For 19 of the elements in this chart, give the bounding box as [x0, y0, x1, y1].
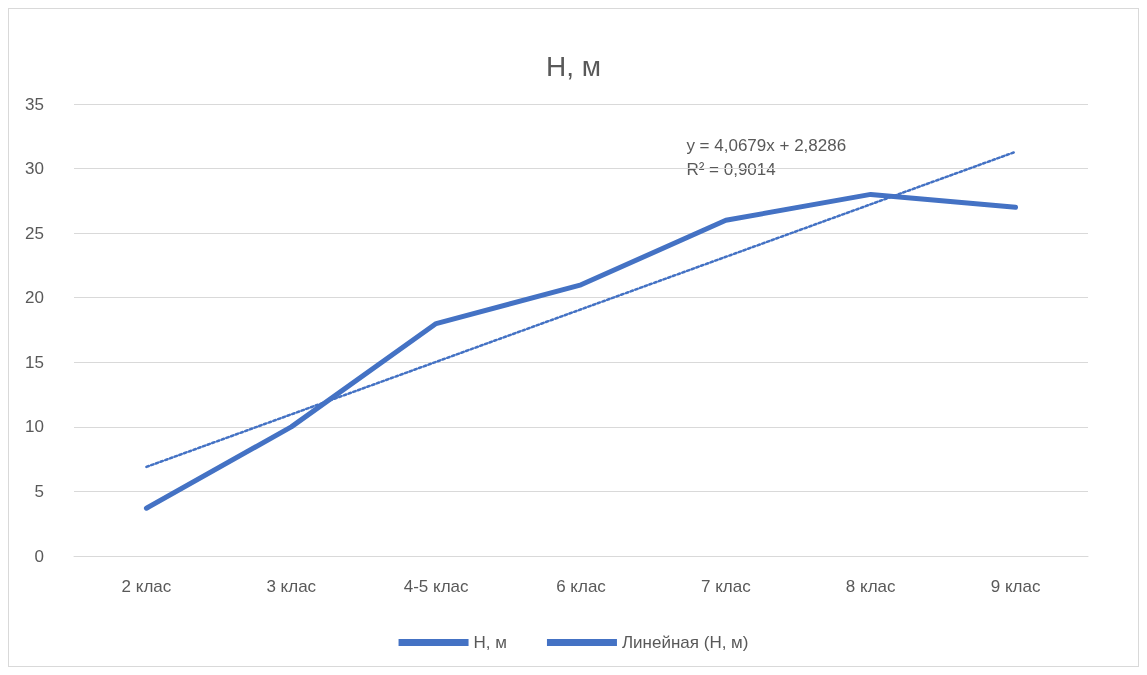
- x-tick-label: 9 клас: [990, 577, 1041, 596]
- legend-label: Н, м: [473, 633, 507, 652]
- y-tick-label: 10: [25, 417, 44, 437]
- x-tick-label: 8 клас: [845, 577, 897, 596]
- x-tick-label: 2 клас: [121, 577, 172, 596]
- y-tick-label: 20: [25, 288, 44, 308]
- y-tick-label: 15: [25, 352, 44, 372]
- x-tick-label: 3 клас: [266, 577, 317, 596]
- y-tick-label: 0: [34, 546, 44, 566]
- y-tick-label: 5: [34, 481, 44, 501]
- x-tick-label: 7 клас: [701, 577, 752, 596]
- annotation: y = 4,0679x + 2,8286: [686, 136, 847, 155]
- y-tick-label: 35: [25, 94, 44, 114]
- chart-title: Н, м: [545, 50, 602, 82]
- x-tick-label: 4-5 клас: [403, 577, 470, 596]
- legend-label: Линейная (Н, м): [621, 633, 749, 652]
- x-tick-label: 6 клас: [556, 577, 607, 596]
- y-tick-label: 30: [25, 159, 44, 179]
- y-tick-label: 25: [25, 223, 44, 243]
